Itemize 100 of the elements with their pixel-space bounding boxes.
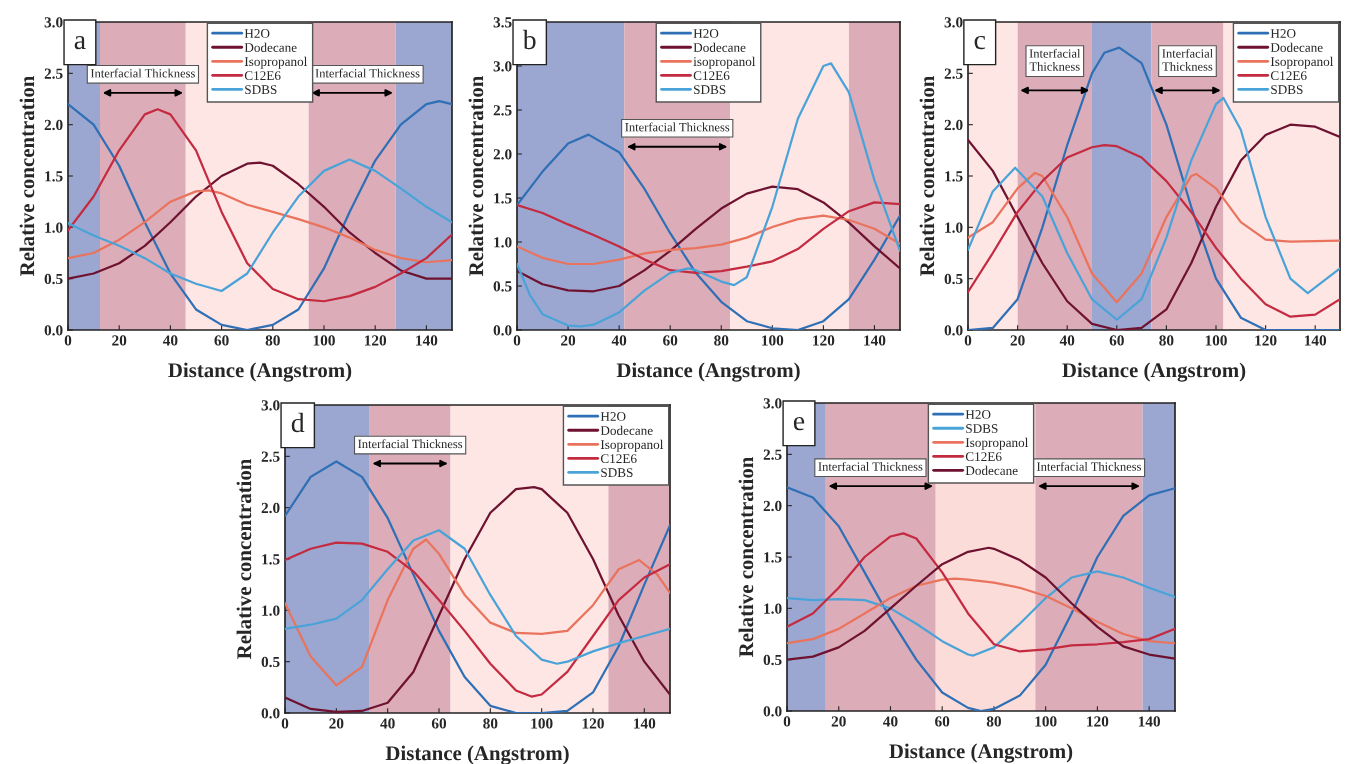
- x-tick-label: 80: [265, 335, 280, 346]
- y-tick-label: 0.0: [493, 325, 512, 336]
- y-axis-title: Relative concentration: [236, 458, 252, 660]
- band-label: Interfacial Thickness: [625, 122, 730, 132]
- x-axis-title: Distance (Angstrom): [1062, 362, 1246, 382]
- y-tick-label: 0.0: [261, 708, 280, 719]
- y-tick-label: 2.5: [493, 105, 512, 116]
- x-tick-label: 20: [561, 335, 576, 346]
- x-tick-label: 60: [663, 335, 678, 346]
- legend-label: SDBS: [1271, 85, 1303, 95]
- x-tick-label: 120: [1255, 335, 1277, 346]
- y-tick-label: 1.5: [494, 193, 512, 204]
- x-tick-label: 80: [986, 716, 1001, 727]
- band-label: Interfacial Thickness: [90, 68, 195, 78]
- y-axis-title: Relative concentration: [468, 75, 484, 277]
- y-tick-label: 3.5: [493, 17, 512, 28]
- annotation: d: [291, 412, 305, 433]
- legend-label: C12E6: [965, 452, 1002, 462]
- y-tick-label: 0.5: [261, 656, 280, 668]
- legend-label: SDBS: [694, 85, 726, 95]
- x-tick-label: 0: [783, 716, 791, 727]
- legend-label: Dodecane: [244, 42, 297, 52]
- x-tick-label: 40: [1059, 335, 1075, 346]
- line-series: [517, 214, 900, 266]
- legend-label: H2O: [1270, 29, 1296, 38]
- line-series: [285, 529, 670, 665]
- legend-label: Dodecane: [1270, 42, 1323, 52]
- x-tick-label: 120: [582, 718, 604, 729]
- band-label: Interfacial Thickness: [818, 461, 923, 471]
- x-tick-label: 100: [313, 335, 335, 346]
- y-tick-label: 1.5: [764, 552, 782, 563]
- band-label: Interfacial Thickness: [1162, 48, 1213, 71]
- legend-label: H2O: [600, 412, 626, 421]
- x-tick-label: 120: [813, 335, 835, 346]
- x-tick-label: 100: [531, 718, 553, 729]
- x-tick-label: 20: [831, 716, 846, 727]
- line-series: [787, 570, 1175, 657]
- legend-label: SDBS: [966, 424, 998, 433]
- y-axis-title: Relative concentration: [19, 75, 35, 277]
- x-tick-label: 40: [883, 716, 898, 727]
- y-tick-label: 1.0: [262, 605, 280, 616]
- y-axis-title: Relative concentration: [919, 75, 935, 277]
- y-tick-label: 2.0: [44, 119, 63, 131]
- legend-label: Dodecane: [600, 425, 653, 435]
- x-tick-label: 80: [483, 718, 498, 729]
- x-tick-label: 60: [214, 335, 229, 346]
- x-tick-label: 100: [1035, 716, 1057, 727]
- y-tick-label: 3.0: [493, 61, 512, 72]
- x-tick-label: 40: [611, 335, 627, 346]
- y-tick-label: 0.5: [493, 281, 512, 292]
- annotation: b: [522, 29, 536, 50]
- legend-label: C12E6: [244, 71, 281, 81]
- x-tick-label: 20: [1010, 335, 1025, 346]
- x-tick-label: 100: [762, 335, 784, 346]
- y-tick-label: 1.5: [45, 171, 63, 182]
- y-tick-label: 2.0: [261, 502, 280, 514]
- x-tick-label: 60: [1109, 335, 1124, 346]
- band-label: Interfacial Thickness: [1036, 461, 1142, 471]
- y-tick-label: 0.0: [763, 706, 782, 717]
- legend-label: Isopropanol: [1270, 56, 1334, 69]
- x-tick-label: 120: [364, 335, 387, 346]
- x-axis-title: Distance (Angstrom): [889, 743, 1073, 763]
- x-tick-label: 100: [1205, 335, 1227, 346]
- x-tick-label: 40: [380, 718, 395, 729]
- y-tick-label: 1.5: [262, 554, 280, 565]
- x-tick-label: 20: [112, 335, 127, 346]
- y-tick-label: 1.0: [945, 222, 963, 233]
- legend-label: H2O: [965, 410, 991, 419]
- line-series: [787, 577, 1175, 645]
- y-tick-label: 3.0: [44, 17, 63, 28]
- y-tick-label: 2.5: [261, 451, 280, 462]
- x-tick-label: 60: [935, 716, 950, 727]
- y-tick-label: 0.5: [763, 654, 782, 666]
- x-tick-label: 20: [329, 718, 344, 729]
- line-series: [68, 108, 452, 303]
- x-axis-title: Distance (Angstrom): [385, 745, 569, 764]
- legend-label: H2O: [244, 29, 270, 38]
- annotation: a: [74, 35, 86, 50]
- legend-label: Dodecane: [965, 465, 1018, 476]
- x-tick-label: 80: [1159, 335, 1174, 346]
- y-tick-label: 1.0: [45, 222, 63, 233]
- x-tick-label: 140: [416, 335, 438, 346]
- y-tick-label: 0.5: [944, 273, 963, 285]
- line-series: [968, 144, 1340, 318]
- legend-label: C12E6: [1270, 71, 1307, 81]
- y-tick-label: 2.0: [763, 500, 782, 512]
- legend-label: Isopropanol: [965, 437, 1029, 450]
- y-tick-label: 1.0: [494, 237, 512, 248]
- y-tick-label: 2.0: [944, 119, 963, 131]
- y-tick-label: 2.5: [944, 68, 963, 79]
- legend-label: SDBS: [245, 85, 277, 95]
- y-tick-label: 1.0: [764, 603, 782, 614]
- line-series: [787, 532, 1175, 653]
- line-series: [517, 185, 900, 293]
- legend-label: Dodecane: [693, 42, 746, 52]
- y-tick-label: 3.0: [944, 17, 963, 28]
- legend-label: C12E6: [693, 71, 730, 81]
- x-tick-label: 60: [431, 718, 447, 729]
- y-axis-title: Relative concentration: [738, 456, 754, 658]
- legend-label: SDBS: [601, 468, 633, 478]
